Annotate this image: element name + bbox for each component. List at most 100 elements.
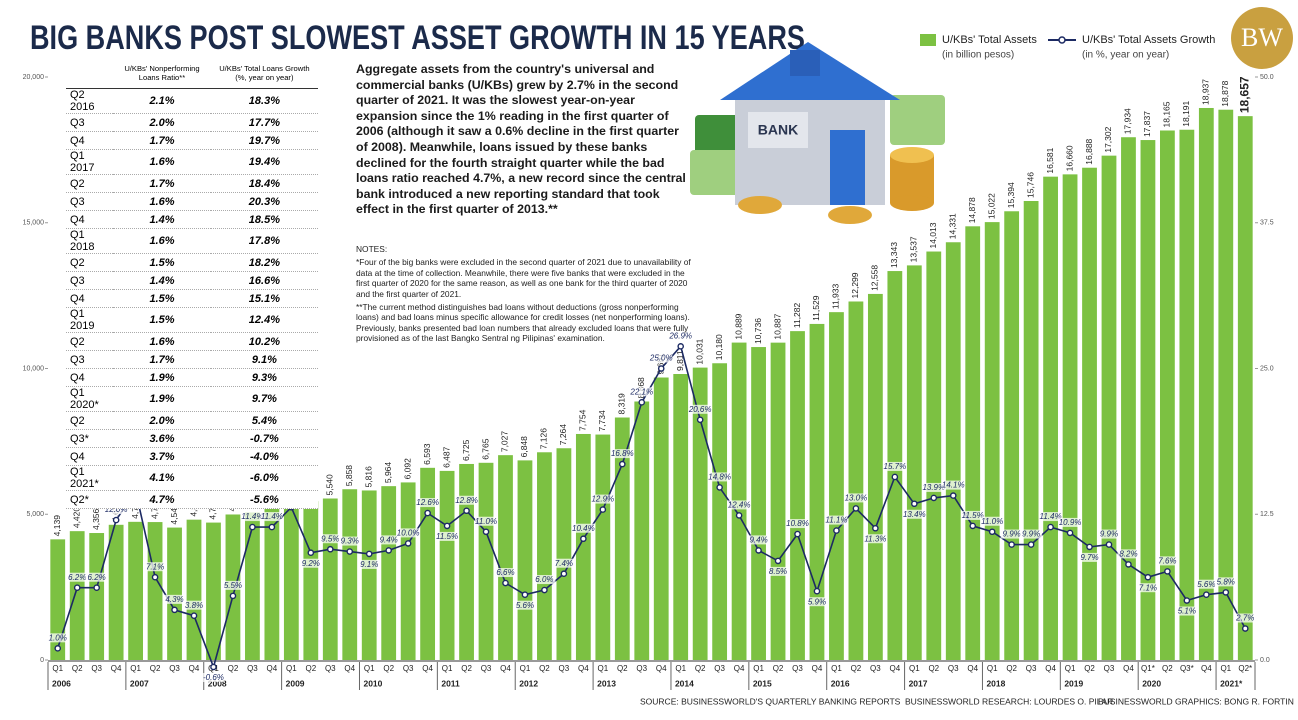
line-label-bg	[689, 404, 712, 414]
x-tick-label: Q3	[1104, 664, 1115, 673]
money-stack	[890, 95, 945, 145]
table-cell: -6.0%	[210, 465, 318, 491]
row-label: Q1 2020*	[66, 386, 114, 412]
line-label: 11.5%	[436, 532, 458, 541]
line-label: 20.6%	[688, 405, 712, 414]
row-label: Q1 2018	[66, 228, 114, 254]
bar-label: 5,816	[363, 466, 373, 488]
x-tick-label: Q1	[987, 664, 998, 673]
x-tick-label: Q2	[228, 664, 239, 673]
line-label-bg	[1175, 606, 1198, 616]
bar	[1101, 155, 1117, 660]
bar	[867, 293, 883, 660]
table-cell: 15.1%	[210, 289, 318, 308]
x-tick-label: Q2	[1162, 664, 1173, 673]
row-label: Q3	[66, 113, 114, 132]
line-label: 5.1%	[1178, 607, 1196, 616]
x-tick-label: Q1	[520, 664, 531, 673]
x-tick-label: Q3	[559, 664, 570, 673]
bar	[692, 367, 708, 660]
table-cell: 4.7%	[113, 490, 211, 509]
line-label: 12.9%	[591, 495, 614, 504]
x-tick-label: Q2	[305, 664, 316, 673]
line-marker	[1144, 573, 1152, 581]
bar	[848, 301, 864, 660]
x-tick-label: Q4	[1123, 664, 1134, 673]
line-label: 8.5%	[769, 567, 787, 576]
bar	[1121, 137, 1136, 661]
x-tick-label: Q2	[1006, 664, 1017, 673]
line-label: 14.1%	[942, 481, 965, 490]
line-label: 13.9%	[922, 483, 945, 492]
line-label-bg	[825, 515, 848, 525]
x-tick-label: Q4	[656, 664, 667, 673]
x-group-label: 2014	[675, 678, 694, 688]
line-label: 11.4%	[241, 512, 263, 521]
line-marker	[580, 535, 587, 543]
note: *Four of the big banks were excluded in …	[356, 257, 691, 299]
line-label-bg	[260, 512, 283, 522]
x-tick-label: Q3	[1026, 664, 1037, 673]
table-cell: 1.6%	[113, 228, 211, 254]
x-tick-label: Q1	[442, 664, 453, 673]
line-marker	[541, 586, 548, 594]
bar	[108, 524, 124, 660]
line-label-bg	[611, 449, 634, 459]
bar	[537, 452, 552, 660]
line-label: 1.0%	[49, 633, 67, 642]
line-label: 5.5%	[224, 581, 242, 590]
row-label: Q2	[66, 332, 114, 351]
y-tick-label: 10,000	[23, 365, 45, 372]
table-row: Q1 2018 1.6% 17.8%	[66, 228, 318, 254]
bar-label: 11,933	[831, 284, 841, 310]
bar-label: 17,837	[1142, 111, 1152, 137]
y2-tick-label: 12.5	[1260, 511, 1274, 518]
table-row: Q1 2019 1.5% 12.4%	[66, 307, 318, 333]
line-label-bg	[669, 331, 692, 341]
x-tick-label: Q4	[1045, 664, 1056, 673]
x-tick-label: Q3	[403, 664, 414, 673]
coin	[738, 196, 782, 214]
line-marker	[443, 522, 451, 530]
line-label: 9.4%	[749, 536, 767, 545]
note: **The current method distinguishes bad l…	[356, 302, 690, 344]
bar	[400, 482, 416, 660]
bar-label: 5,964	[383, 462, 393, 484]
bar-label: 15,394	[1006, 182, 1016, 208]
bar	[770, 342, 786, 660]
line-label-bg	[728, 500, 751, 510]
line-marker	[852, 505, 860, 512]
y2-tick-label: 0.0	[1260, 657, 1270, 664]
line-label-bg	[66, 572, 89, 582]
table-row: Q2 1.7% 18.4%	[66, 174, 318, 193]
line-marker	[930, 494, 938, 502]
x-tick-label: Q2	[461, 664, 472, 673]
line-label-bg	[85, 572, 108, 582]
x-tick-label: Q1	[52, 664, 63, 673]
x-tick-label: Q4	[344, 664, 355, 673]
bar	[829, 312, 844, 660]
line-marker	[794, 530, 801, 538]
bar	[50, 539, 66, 660]
line-label: 10.4%	[572, 524, 595, 533]
line-label-bg	[552, 558, 575, 568]
line-label: 5.8%	[1217, 577, 1235, 586]
line-label-bg	[202, 672, 225, 682]
line-label-bg	[922, 482, 945, 492]
money-stack	[690, 150, 745, 195]
row-label: Q2	[66, 174, 114, 193]
table-cell: 2.1%	[113, 88, 211, 114]
bar-label: 4,356	[91, 508, 101, 530]
notes: NOTES: *Four of the big banks were exclu…	[356, 244, 692, 347]
line-label-bg	[942, 480, 965, 490]
x-tick-label: Q1	[909, 664, 920, 673]
line-marker	[112, 516, 120, 524]
bar	[439, 470, 455, 660]
line-label: 11.4%	[1040, 512, 1062, 521]
x-tick-label: Q4	[578, 664, 589, 673]
x-tick-label: Q2	[851, 664, 862, 673]
bar	[128, 521, 144, 660]
bar-label: 6,593	[422, 443, 432, 465]
table-cell: 12.4%	[210, 307, 318, 333]
row-label: Q2*	[66, 490, 114, 509]
